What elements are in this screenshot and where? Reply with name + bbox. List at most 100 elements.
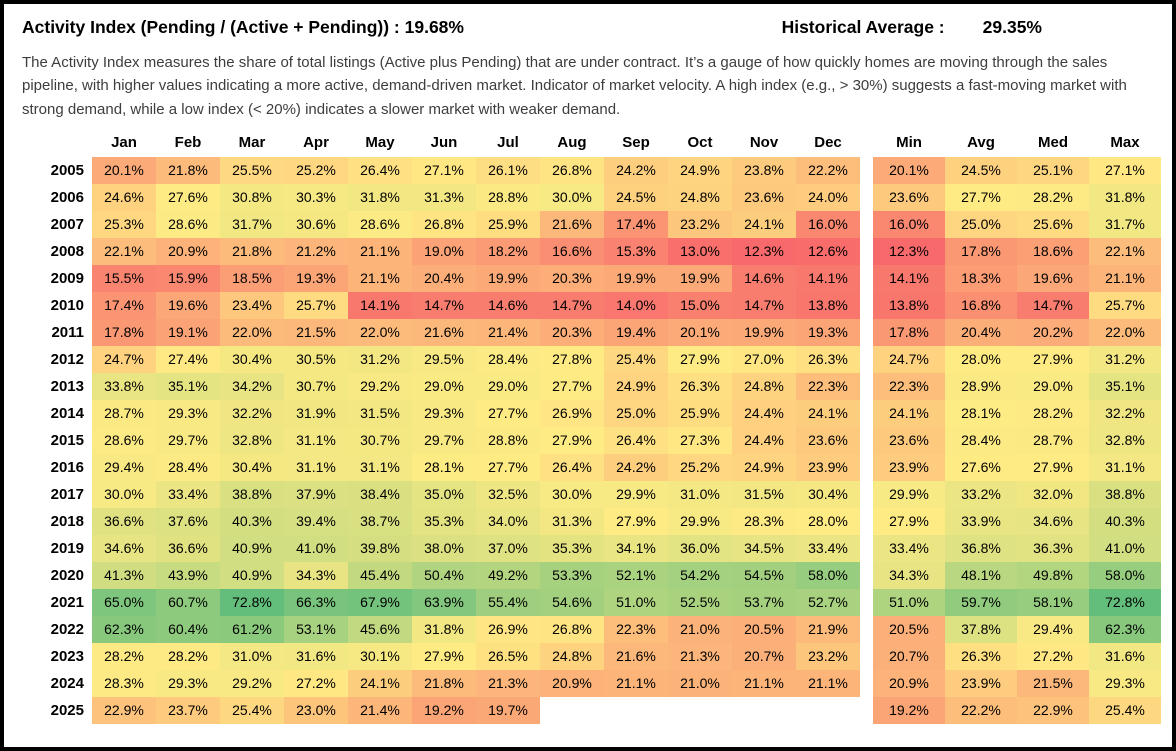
cell-2006-jun: 31.3% <box>412 184 476 212</box>
cell-2010-med: 14.7% <box>1017 292 1089 320</box>
cell-2017-aug: 30.0% <box>540 481 604 509</box>
cell-2022-min: 20.5% <box>873 616 945 644</box>
cell-2006-nov: 23.6% <box>732 184 796 212</box>
cell-2013-min: 22.3% <box>873 373 945 401</box>
cell-2021-feb: 60.7% <box>156 589 220 617</box>
cell-2012-med: 27.9% <box>1017 346 1089 374</box>
cell-2009-mar: 18.5% <box>220 265 284 293</box>
cell-2012-max: 31.2% <box>1089 346 1161 374</box>
cell-2006-feb: 27.6% <box>156 184 220 212</box>
table-gap <box>860 292 873 319</box>
heatmap-row-2021: 2021 65.0% 60.7% 72.8% 66.3% 67.9% 63.9% 55.4% 5… <box>22 589 1161 617</box>
cell-2022-jun: 31.8% <box>412 616 476 644</box>
cell-2014-sep: 25.0% <box>604 400 668 428</box>
year-label-2016: 2016 <box>50 459 84 477</box>
year-label-2019: 2019 <box>50 540 84 558</box>
cell-2016-max: 31.1% <box>1089 454 1161 482</box>
cell-2018-feb: 37.6% <box>156 508 220 536</box>
cell-2006-apr: 30.3% <box>284 184 348 212</box>
cell-2019-jun: 38.0% <box>412 535 476 563</box>
cell-2019-min: 33.4% <box>873 535 945 563</box>
heatmap-row-2019: 2019 34.6% 36.6% 40.9% 41.0% 39.8% 38.0% 37.0% 3… <box>22 535 1161 563</box>
cell-2018-nov: 28.3% <box>732 508 796 536</box>
cell-2009-feb: 15.9% <box>156 265 220 293</box>
cell-2021-nov: 53.7% <box>732 589 796 617</box>
description-text: The Activity Index measures the share of… <box>22 54 1127 118</box>
cell-2024-oct: 21.0% <box>668 670 732 698</box>
cell-2019-med: 36.3% <box>1017 535 1089 563</box>
cell-2024-mar: 29.2% <box>220 670 284 698</box>
cell-2025-med: 22.9% <box>1017 697 1089 725</box>
heatmap-row-2017: 2017 30.0% 33.4% 38.8% 37.9% 38.4% 35.0% 32.5% 3… <box>22 481 1161 509</box>
cell-2007-may: 28.6% <box>348 211 412 239</box>
cell-2008-dec: 12.6% <box>796 238 860 266</box>
cell-2009-may: 21.1% <box>348 265 412 293</box>
cell-2025-feb: 23.7% <box>156 697 220 725</box>
cell-2008-apr: 21.2% <box>284 238 348 266</box>
cell-2008-sep: 15.3% <box>604 238 668 266</box>
cell-2020-med: 49.8% <box>1017 562 1089 590</box>
cell-2021-dec: 52.7% <box>796 589 860 617</box>
cell-2013-nov: 24.8% <box>732 373 796 401</box>
cell-2011-jan: 17.8% <box>92 319 156 347</box>
cell-2014-aug: 26.9% <box>540 400 604 428</box>
year-label-2011: 2011 <box>51 324 84 342</box>
cell-2012-avg: 28.0% <box>945 346 1017 374</box>
heatmap-row-2010: 2010 17.4% 19.6% 23.4% 25.7% 14.1% 14.7% 14.6% 1… <box>22 292 1161 320</box>
cell-2015-max: 32.8% <box>1089 427 1161 455</box>
cell-2014-jun: 29.3% <box>412 400 476 428</box>
column-header-avg: Avg <box>967 134 995 152</box>
cell-2013-oct: 26.3% <box>668 373 732 401</box>
heatmap-row-2009: 2009 15.5% 15.9% 18.5% 19.3% 21.1% 20.4% 19.9% 2… <box>22 265 1161 293</box>
cell-2012-oct: 27.9% <box>668 346 732 374</box>
cell-2023-jul: 26.5% <box>476 643 540 671</box>
cell-2014-nov: 24.4% <box>732 400 796 428</box>
cell-2012-feb: 27.4% <box>156 346 220 374</box>
cell-2021-sep: 51.0% <box>604 589 668 617</box>
cell-2016-may: 31.1% <box>348 454 412 482</box>
cell-2011-jul: 21.4% <box>476 319 540 347</box>
cell-2022-jan: 62.3% <box>92 616 156 644</box>
cell-2015-sep: 26.4% <box>604 427 668 455</box>
cell-2007-feb: 28.6% <box>156 211 220 239</box>
cell-2020-jul: 49.2% <box>476 562 540 590</box>
cell-2024-nov: 21.1% <box>732 670 796 698</box>
cell-2020-jun: 50.4% <box>412 562 476 590</box>
cell-2011-dec: 19.3% <box>796 319 860 347</box>
cell-2023-sep: 21.6% <box>604 643 668 671</box>
cell-2009-jul: 19.9% <box>476 265 540 293</box>
cell-2007-aug: 21.6% <box>540 211 604 239</box>
cell-2025-max: 25.4% <box>1089 697 1161 725</box>
heatmap-row-2023: 2023 28.2% 28.2% 31.0% 31.6% 30.1% 27.9% 26.5% 2… <box>22 643 1161 671</box>
cell-2011-jun: 21.6% <box>412 319 476 347</box>
cell-2009-aug: 20.3% <box>540 265 604 293</box>
cell-2015-aug: 27.9% <box>540 427 604 455</box>
cell-2024-aug: 20.9% <box>540 670 604 698</box>
cell-2011-feb: 19.1% <box>156 319 220 347</box>
cell-2007-oct: 23.2% <box>668 211 732 239</box>
cell-2010-dec: 13.8% <box>796 292 860 320</box>
cell-2017-jan: 30.0% <box>92 481 156 509</box>
cell-2014-dec: 24.1% <box>796 400 860 428</box>
cell-2007-dec: 16.0% <box>796 211 860 239</box>
cell-2017-jul: 32.5% <box>476 481 540 509</box>
cell-2024-jun: 21.8% <box>412 670 476 698</box>
cell-2020-aug: 53.3% <box>540 562 604 590</box>
cell-2010-max: 25.7% <box>1089 292 1161 320</box>
cell-2015-min: 23.6% <box>873 427 945 455</box>
cell-2016-dec: 23.9% <box>796 454 860 482</box>
cell-2014-oct: 25.9% <box>668 400 732 428</box>
cell-2024-jul: 21.3% <box>476 670 540 698</box>
cell-2019-avg: 36.8% <box>945 535 1017 563</box>
cell-2017-may: 38.4% <box>348 481 412 509</box>
year-label-2008: 2008 <box>50 243 84 261</box>
cell-2012-jan: 24.7% <box>92 346 156 374</box>
cell-2025-jul: 19.7% <box>476 697 540 725</box>
cell-2025-apr: 23.0% <box>284 697 348 725</box>
cell-2021-oct: 52.5% <box>668 589 732 617</box>
cell-2015-avg: 28.4% <box>945 427 1017 455</box>
heatmap-header-row: Jan Feb Mar Apr May Jun Jul Aug Sep Oct Nov Dec Min A… <box>22 130 1154 155</box>
year-label-2020: 2020 <box>50 567 84 585</box>
cell-2010-sep: 14.0% <box>604 292 668 320</box>
column-header-med: Med <box>1038 134 1068 152</box>
